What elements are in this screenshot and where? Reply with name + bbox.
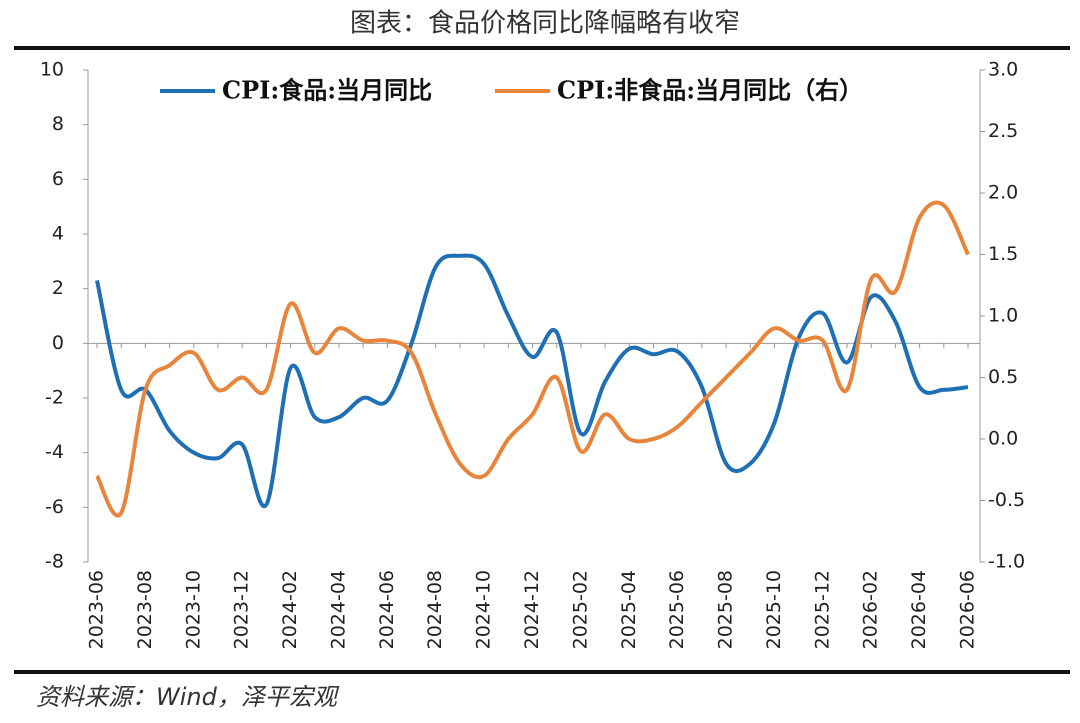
- y-tick-label: 0: [52, 332, 64, 354]
- legend-label: CPI:食品:当月同比: [222, 76, 432, 105]
- y2-tick-label: 1.0: [988, 305, 1018, 327]
- x-tick-label: 2024-10: [473, 570, 495, 649]
- x-tick-label: 2024-04: [327, 570, 349, 649]
- y-tick-label: -6: [45, 496, 64, 518]
- x-tick-label: 2023-12: [231, 570, 253, 649]
- y2-tick-label: 2.0: [988, 182, 1018, 204]
- y-tick-label: 4: [52, 223, 64, 245]
- y-tick-label: 8: [52, 113, 64, 135]
- x-tick-label: 2025-10: [763, 570, 785, 649]
- x-tick-label: 2023-06: [86, 570, 108, 649]
- x-tick-label: 2025-08: [715, 570, 737, 649]
- y2-tick-label: 0.0: [988, 428, 1018, 450]
- title-rule: [14, 46, 1070, 50]
- y2-tick-label: 2.5: [988, 120, 1018, 142]
- source-note: 资料来源：Wind，泽平宏观: [36, 683, 340, 711]
- x-tick-label: 2026-02: [860, 570, 882, 649]
- x-tick-label: 2025-04: [618, 570, 640, 649]
- x-tick-label: 2023-08: [134, 570, 156, 649]
- y2-tick-label: 1.5: [988, 243, 1018, 265]
- y-tick-label: -2: [45, 387, 64, 409]
- x-tick-label: 2024-02: [279, 570, 301, 649]
- series-line: [95, 253, 969, 509]
- x-tick-label: 2023-10: [182, 570, 204, 649]
- x-tick-label: 2024-08: [424, 570, 446, 649]
- x-tick-label: 2025-02: [569, 570, 591, 649]
- y-tick-label: -8: [45, 551, 64, 573]
- y2-tick-label: 3.0: [988, 59, 1018, 81]
- chart-title: 图表：食品价格同比降幅略有收窄: [350, 9, 740, 39]
- y-tick-label: 10: [40, 59, 64, 81]
- x-tick-label: 2024-12: [521, 570, 543, 649]
- footer-rule: [14, 670, 1070, 674]
- x-tick-label: 2025-12: [811, 570, 833, 649]
- x-tick-label: 2026-04: [908, 570, 930, 649]
- x-tick-label: 2024-06: [376, 570, 398, 649]
- y-tick-label: 2: [52, 277, 64, 299]
- series-line: [95, 200, 970, 518]
- y-tick-label: 6: [52, 168, 64, 190]
- y-tick-label: -4: [45, 441, 64, 463]
- x-tick-label: 2026-06: [957, 570, 979, 649]
- y2-tick-label: 0.5: [988, 366, 1018, 388]
- y2-tick-label: -1.0: [988, 551, 1025, 573]
- y2-tick-label: -0.5: [988, 489, 1025, 511]
- legend-label: CPI:非食品:当月同比（右）: [557, 76, 863, 105]
- x-tick-label: 2025-06: [666, 570, 688, 649]
